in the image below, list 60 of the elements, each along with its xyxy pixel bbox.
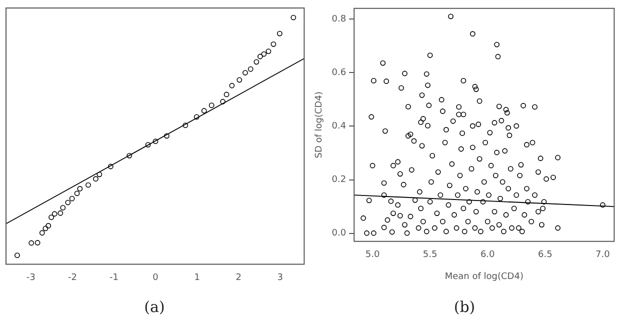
point: [65, 200, 71, 206]
point: [254, 59, 260, 65]
point: [276, 30, 282, 36]
point: [201, 108, 207, 114]
x-tick-label: 1: [194, 272, 200, 283]
x-tick-label: -3: [26, 272, 36, 283]
x-tick-label: -2: [68, 272, 77, 283]
y-tick-label: 0.4: [332, 122, 346, 132]
point: [46, 223, 52, 228]
point: [52, 211, 58, 217]
point: [74, 190, 80, 196]
point: [34, 240, 40, 246]
x-tick-label: 0: [152, 272, 159, 283]
point: [93, 176, 98, 182]
y-tick-label: 0.8: [332, 14, 346, 24]
point: [236, 77, 242, 83]
x-tick-label: 7.0: [596, 250, 610, 260]
point: [108, 164, 114, 170]
point: [224, 92, 230, 98]
point: [182, 122, 188, 128]
point: [14, 252, 20, 258]
point: [96, 172, 102, 178]
point: [164, 133, 170, 139]
point: [242, 70, 248, 76]
point: [229, 82, 235, 88]
point: [208, 102, 214, 108]
point: [69, 196, 75, 202]
point: [290, 14, 296, 20]
text: (b): [452, 298, 476, 316]
x-tick-label: 2: [236, 272, 242, 283]
x-axis-title: Mean of log(CD4): [444, 272, 524, 282]
point: [220, 98, 226, 104]
point: [248, 66, 254, 72]
y-tick-label: 0.6: [332, 68, 346, 78]
point: [58, 210, 64, 216]
x-tick-label: -1: [109, 272, 118, 283]
point: [266, 48, 272, 54]
point: [126, 152, 132, 158]
point: [28, 240, 34, 246]
point: [257, 54, 263, 60]
point: [60, 205, 66, 210]
x-tick-label: 5.0: [365, 250, 380, 260]
x-tick-label: 6.5: [538, 250, 552, 260]
point: [77, 186, 83, 192]
point: [39, 230, 45, 236]
x-tick-label: 6.0: [480, 250, 496, 260]
point: [48, 214, 54, 220]
x-tick-label: 5.5: [422, 250, 438, 260]
text: (a): [143, 298, 166, 316]
y-tick-label: 0.0: [332, 228, 346, 239]
x-tick-label: 3: [277, 272, 283, 283]
y-axis-title: SD of log(CD4): [314, 92, 325, 158]
point: [270, 41, 276, 47]
point: [194, 114, 200, 120]
point: [145, 142, 151, 148]
point: [86, 182, 91, 188]
point: [152, 138, 158, 144]
point: [42, 226, 48, 232]
y-tick-label: 0.2: [332, 175, 346, 186]
point: [261, 51, 267, 57]
